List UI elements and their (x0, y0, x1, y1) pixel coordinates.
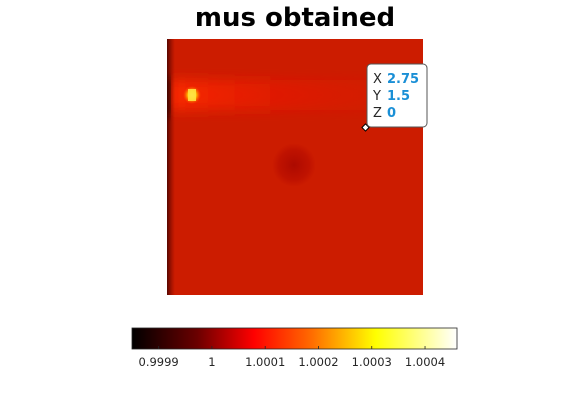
dark-left-core (167, 78, 170, 116)
colorbar-tick-label: 1.0001 (245, 355, 285, 369)
colorbar-gradient-bar (131, 327, 458, 350)
dark-circular-region (272, 143, 316, 187)
datatip-box (366, 63, 428, 128)
hot-spot-core (188, 89, 196, 101)
datatip-x-label: X (373, 72, 382, 87)
datatip-y-label: Y (372, 89, 381, 104)
datatip-z-value: 0 (387, 106, 396, 121)
datatip-y-value: 1.5 (387, 89, 410, 104)
colorbar[interactable]: 0.9999 1 1.0001 1.0002 1.0003 1.0004 (131, 327, 458, 369)
colorbar-ticks: 0.9999 1 1.0001 1.0002 1.0003 1.0004 (139, 346, 445, 369)
colorbar-tick-label: 1.0003 (352, 355, 392, 369)
datatip[interactable]: X 2.75 Y 1.5 Z 0 (361, 63, 428, 132)
chart-title: mus obtained (195, 3, 395, 33)
datatip-marker[interactable] (361, 123, 370, 132)
colorbar-tick-label: 0.9999 (139, 355, 179, 369)
datatip-z-label: Z (373, 106, 382, 121)
colorbar-tick-label: 1.0004 (405, 355, 445, 369)
colorbar-tick-label: 1 (208, 355, 215, 369)
colorbar-tick-label: 1.0002 (298, 355, 338, 369)
datatip-x-value: 2.75 (387, 72, 419, 87)
dark-left-edge (167, 39, 175, 295)
